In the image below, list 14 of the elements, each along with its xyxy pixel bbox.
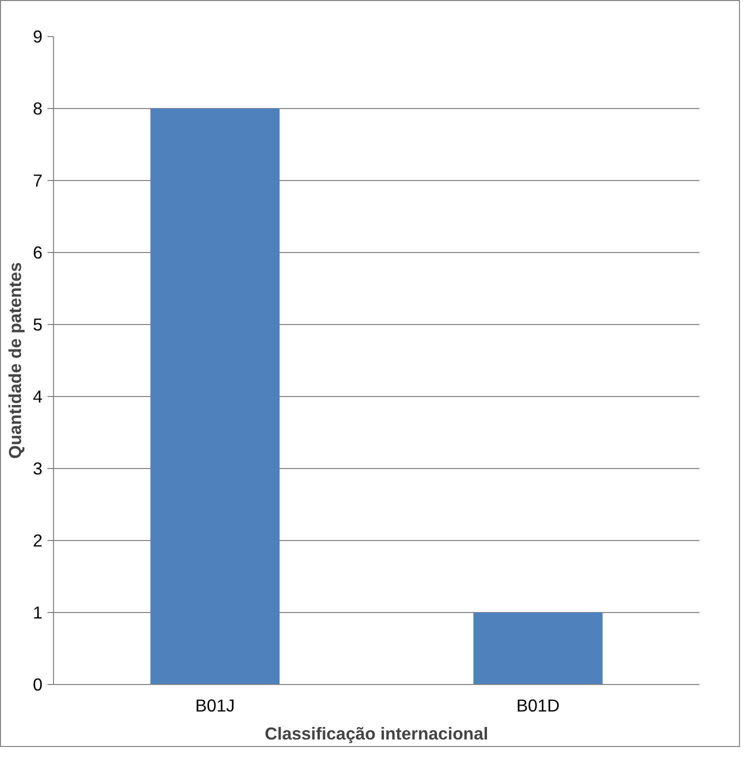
x-tick-label: B01J xyxy=(195,696,235,716)
y-tick-label: 5 xyxy=(32,314,43,334)
x-tick-label: B01D xyxy=(516,696,560,716)
y-axis-title: Quantidade de patentes xyxy=(4,262,25,459)
x-axis-title: Classificação internacional xyxy=(264,724,488,744)
y-tick-label: 8 xyxy=(32,98,43,118)
y-tick-label: 0 xyxy=(32,674,43,694)
y-tick-label: 9 xyxy=(32,26,43,46)
y-tick-label: 2 xyxy=(32,530,43,550)
y-tick-label: 7 xyxy=(32,170,43,190)
y-tick-label: 3 xyxy=(32,458,43,478)
y-tick-label: 1 xyxy=(32,602,43,622)
y-tick-label: 4 xyxy=(32,386,43,406)
y-tick-label: 6 xyxy=(32,242,43,262)
